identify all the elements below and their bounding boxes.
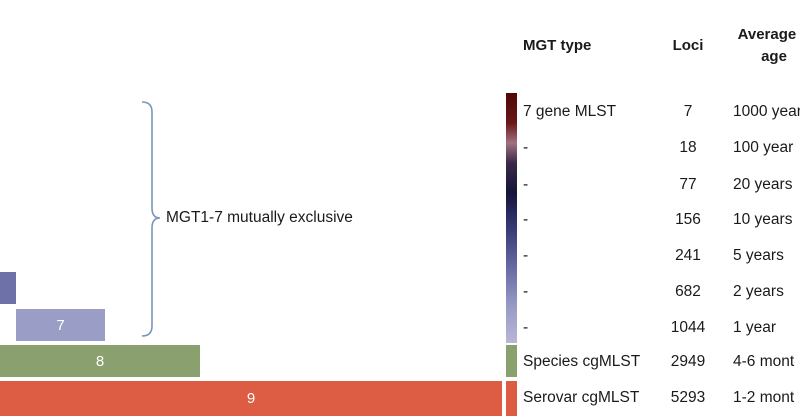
header-mgt-type: MGT type <box>523 37 592 54</box>
row-loci: 156 <box>675 211 701 228</box>
row-loci: 682 <box>675 283 701 300</box>
row-mgt-type: - <box>523 139 529 156</box>
row-average-age: 2 years <box>733 283 784 300</box>
mutually-exclusive-brace <box>141 101 161 337</box>
mgt-gradient-strip <box>506 93 517 343</box>
row-loci: 18 <box>679 139 697 156</box>
row-mgt-type: - <box>523 176 529 193</box>
header-loci: Loci <box>672 37 704 54</box>
row-loci: 241 <box>675 247 701 264</box>
row-loci: 77 <box>679 176 697 193</box>
bar-9: 9 <box>0 381 502 416</box>
row-mgt-type: - <box>523 319 529 336</box>
row-loci: 2949 <box>670 353 706 370</box>
bar-6-partial <box>0 272 16 304</box>
bar-8: 8 <box>0 345 200 377</box>
row-loci: 7 <box>683 103 693 120</box>
row-mgt-type: - <box>523 283 529 300</box>
row-average-age: 100 year <box>733 139 794 156</box>
header-average-age: Average S age <box>737 26 797 65</box>
row-average-age: 4-6 mont <box>733 353 795 370</box>
row-mgt-type: - <box>523 211 529 228</box>
row-loci: 1044 <box>670 319 706 336</box>
row-loci: 5293 <box>670 389 706 406</box>
row-average-age: 10 years <box>733 211 793 228</box>
serovar-key <box>506 381 517 416</box>
bracket-label: MGT1-7 mutually exclusive <box>166 209 353 226</box>
row-mgt-type: Species cgMLST <box>523 353 641 370</box>
bar-8-label: 8 <box>95 352 105 370</box>
species-key <box>506 345 517 377</box>
row-average-age: 1-2 mont <box>733 389 795 406</box>
row-mgt-type: Serovar cgMLST <box>523 389 640 406</box>
row-average-age: 5 years <box>733 247 784 264</box>
bar-7-label: 7 <box>56 316 65 334</box>
bar-7: 7 <box>16 309 105 341</box>
row-average-age: 1000 year <box>733 103 800 120</box>
row-mgt-type: 7 gene MLST <box>523 103 617 120</box>
bar-9-label: 9 <box>246 390 256 407</box>
row-mgt-type: - <box>523 247 529 264</box>
row-average-age: 20 years <box>733 176 793 193</box>
row-average-age: 1 year <box>733 319 777 336</box>
